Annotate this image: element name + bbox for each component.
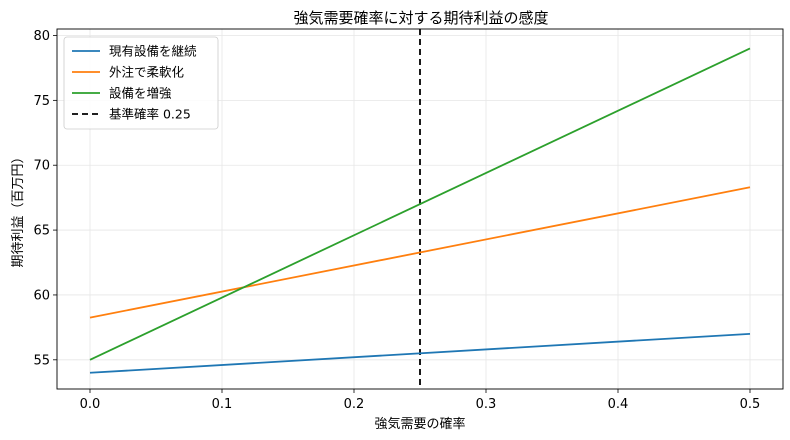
series-line <box>89 332 751 374</box>
y-tick-label: 55 <box>33 353 50 368</box>
x-tick-label: 0.5 <box>740 397 761 412</box>
legend-box <box>63 36 219 130</box>
y-tick-label: 60 <box>33 288 50 303</box>
legend-label: 設備を増強 <box>109 86 172 101</box>
y-axis: 55 60 65 70 75 80 <box>33 29 57 368</box>
chart-title: 強気需要確率に対する期待利益の感度 <box>293 9 548 27</box>
x-tick-label: 0.3 <box>476 397 497 412</box>
x-tick-label: 0.0 <box>80 397 101 412</box>
plot-frame <box>56 28 784 390</box>
y-tick-label: 80 <box>33 29 50 44</box>
legend-label: 現有設備を継続 <box>109 44 197 59</box>
x-tick-label: 0.1 <box>212 397 233 412</box>
y-tick-label: 70 <box>33 159 50 174</box>
series-layer <box>89 47 751 374</box>
x-tick-label: 0.2 <box>344 397 365 412</box>
y-tick-label: 65 <box>33 224 50 239</box>
series-line <box>89 186 751 319</box>
y-axis-label: 期待利益（百万円） <box>11 150 26 267</box>
legend-label: 基準確率 0.25 <box>109 107 191 122</box>
x-tick-label: 0.4 <box>608 397 629 412</box>
series-line <box>89 47 751 361</box>
x-axis-label: 強気需要の確率 <box>374 416 465 432</box>
legend-label: 外注で柔軟化 <box>109 65 185 80</box>
x-axis: 0.0 0.1 0.2 0.3 0.4 0.5 <box>80 389 761 412</box>
y-tick-label: 75 <box>33 94 50 109</box>
